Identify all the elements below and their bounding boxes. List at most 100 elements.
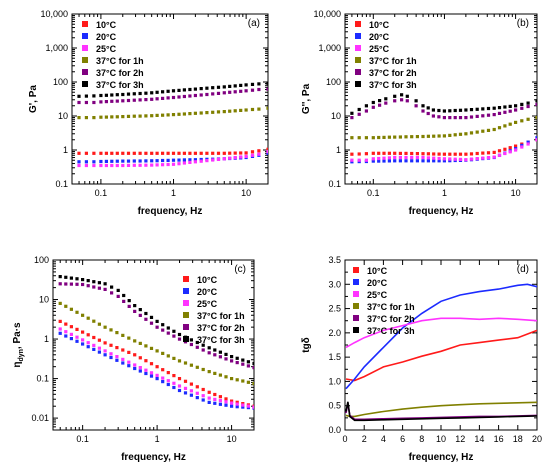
data-point <box>132 114 136 118</box>
data-point <box>121 92 125 97</box>
data-point <box>497 126 502 130</box>
legend-label: 10°C <box>197 275 218 285</box>
data-point <box>410 155 414 160</box>
legend-marker <box>353 291 359 297</box>
data-point <box>235 405 239 409</box>
data-point <box>421 134 425 139</box>
data-point <box>109 352 113 356</box>
data-point <box>216 91 221 95</box>
data-point <box>193 87 197 91</box>
plot-area <box>77 81 268 168</box>
data-point <box>520 102 524 106</box>
data-point <box>104 163 108 168</box>
data-point <box>195 340 199 345</box>
data-point <box>371 100 375 105</box>
data-point <box>442 116 446 120</box>
legend-label: 20°C <box>197 287 218 297</box>
data-point <box>211 110 215 114</box>
data-point <box>84 160 88 164</box>
data-point <box>458 116 463 120</box>
data-point <box>127 336 131 340</box>
data-point <box>188 94 192 98</box>
data-point <box>81 342 85 346</box>
data-point <box>103 341 107 345</box>
data-point <box>104 93 108 97</box>
chart-a: 0.1 1 10 0.1 1 10 100 1,000 10,000 frequency, Hz G… <box>28 9 269 217</box>
data-point <box>138 114 142 118</box>
y-tick-label: 1.0 <box>328 376 341 386</box>
legend-label: 37°C for 1h <box>197 311 245 321</box>
data-point <box>492 113 496 117</box>
legend-label: 10°C <box>96 20 117 30</box>
data-point <box>177 388 182 393</box>
data-point <box>410 159 414 163</box>
data-point <box>155 163 159 167</box>
data-point <box>415 152 419 156</box>
data-point <box>177 359 182 363</box>
legend-label: 20°C <box>369 32 390 42</box>
data-point <box>75 327 79 331</box>
data-point <box>110 291 114 295</box>
legend: 10°C 20°C 25°C 37°C for 1h 37°C for 2h 37°C f… <box>355 20 417 90</box>
data-point <box>514 144 518 148</box>
data-point <box>486 113 491 117</box>
data-point <box>398 159 402 163</box>
data-point <box>75 335 79 339</box>
data-point <box>486 106 491 111</box>
data-point <box>199 151 203 155</box>
data-point <box>77 94 81 98</box>
data-point <box>77 151 81 155</box>
data-point <box>224 352 228 356</box>
data-point <box>149 321 154 325</box>
data-point <box>448 157 452 161</box>
data-point <box>182 158 186 162</box>
data-point <box>133 366 137 371</box>
data-point <box>81 330 85 334</box>
data-point <box>481 156 485 160</box>
data-point <box>421 159 425 163</box>
data-point <box>252 366 254 370</box>
data-point <box>205 111 209 115</box>
data-point <box>481 114 485 118</box>
data-point <box>503 105 507 109</box>
data-point <box>224 397 228 401</box>
data-point <box>458 132 463 136</box>
data-point <box>266 151 268 155</box>
data-point <box>448 159 452 163</box>
x-tick-label: 14 <box>474 434 484 444</box>
data-point <box>437 152 441 156</box>
data-point <box>535 102 537 106</box>
data-point <box>183 361 188 365</box>
data-point <box>239 89 243 93</box>
legend-marker <box>353 303 359 309</box>
data-point <box>150 97 154 101</box>
data-point <box>207 346 211 350</box>
data-point <box>228 84 232 88</box>
data-point <box>432 134 436 138</box>
data-point <box>475 151 479 156</box>
data-point <box>155 97 159 101</box>
data-point <box>155 377 159 381</box>
data-point <box>241 358 245 362</box>
data-point <box>195 365 199 369</box>
data-point <box>382 151 386 155</box>
legend-marker <box>183 312 189 318</box>
data-point <box>235 356 239 360</box>
data-point <box>250 107 255 112</box>
x-axis-title: frequency, Hz <box>409 206 474 217</box>
data-point <box>469 115 474 119</box>
legend-marker <box>353 279 359 285</box>
legend-label: 20°C <box>96 32 117 42</box>
data-point <box>415 155 419 160</box>
data-point <box>464 152 468 156</box>
data-point <box>241 403 245 407</box>
data-point <box>228 109 232 113</box>
data-point <box>250 153 255 157</box>
data-point <box>161 158 165 163</box>
data-point <box>497 153 502 157</box>
y-tick-label: 1,000 <box>318 43 341 53</box>
data-point <box>431 114 435 118</box>
y-tick-label: 1,000 <box>45 43 68 53</box>
data-point <box>469 152 474 156</box>
data-point <box>155 319 159 323</box>
